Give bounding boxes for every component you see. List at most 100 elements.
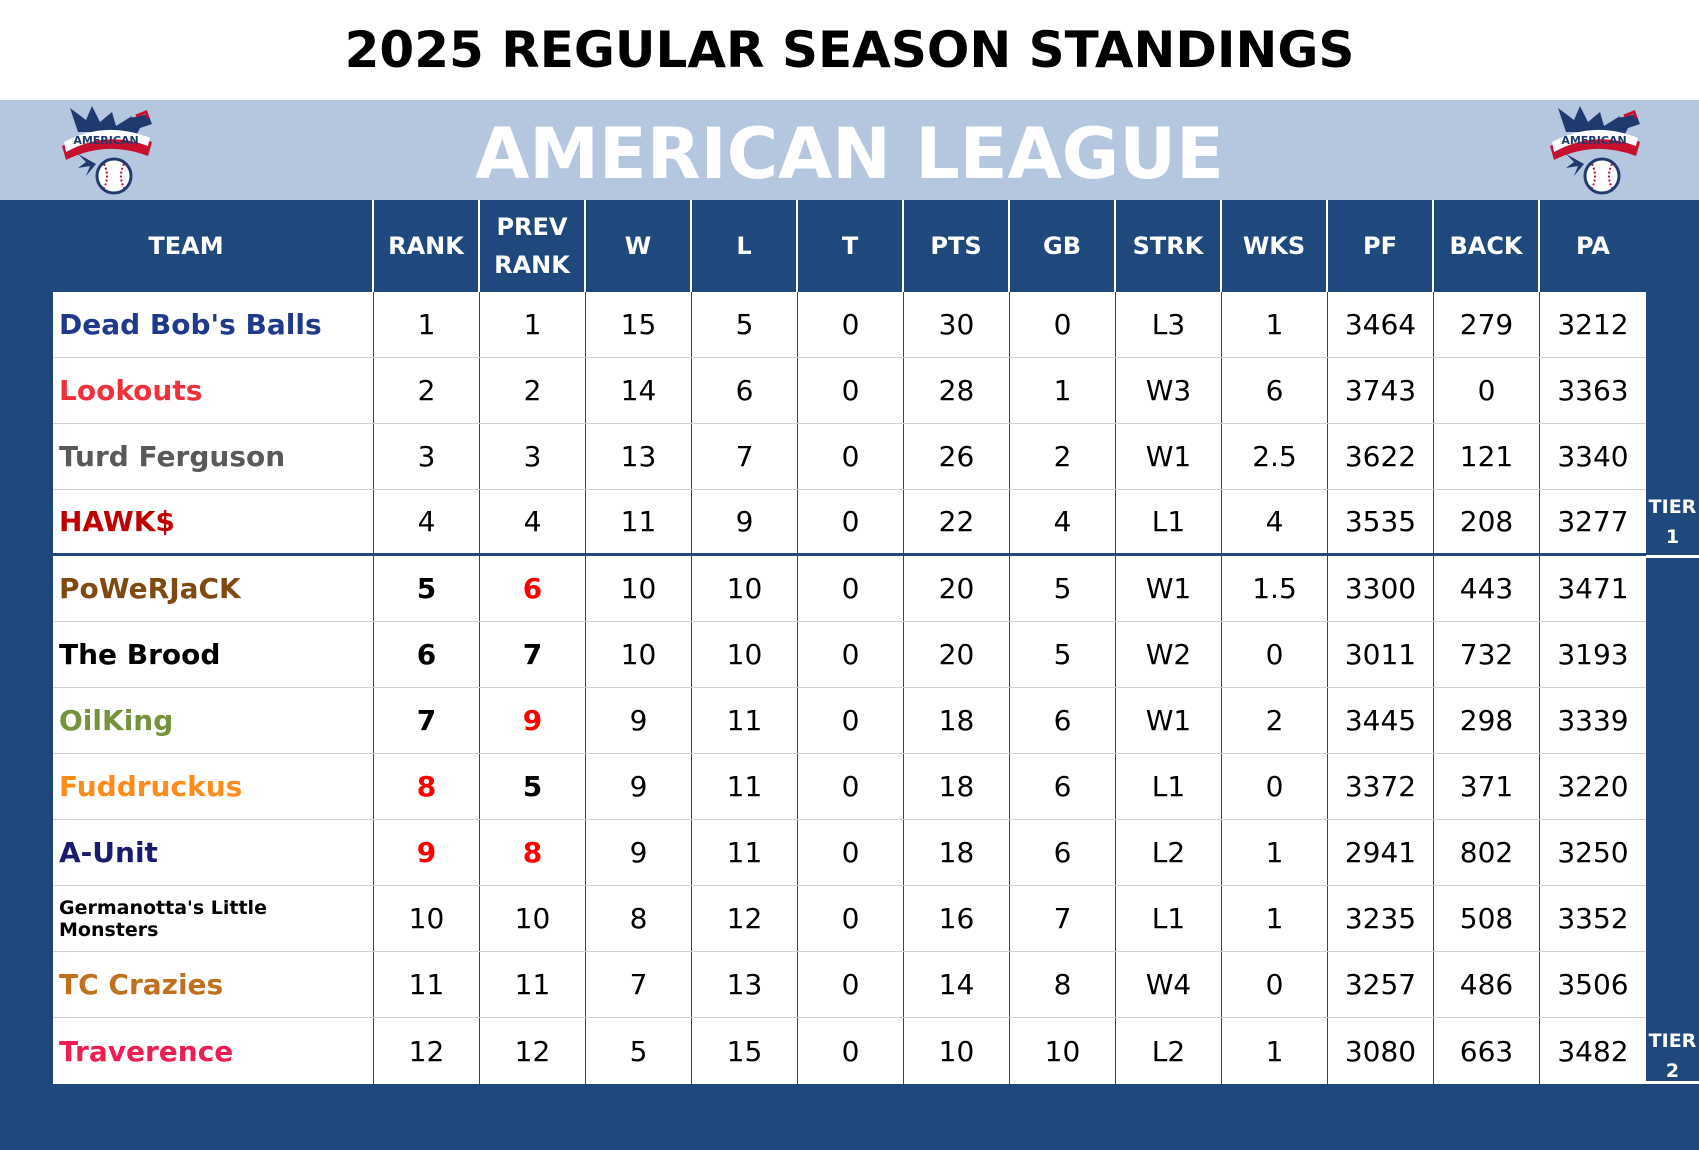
cell-pts: 18 [904,754,1010,819]
cell-gb: 1 [1010,358,1116,423]
team-name: OilKing [53,688,374,753]
cell-back: 732 [1434,622,1540,687]
cell-wks: 1 [1222,886,1328,951]
cell-t: 0 [798,1018,904,1084]
cell-prev-rank: 8 [480,820,586,885]
cell-back: 663 [1434,1018,1540,1084]
column-header-pf: PF [1328,200,1434,292]
cell-pf: 3235 [1328,886,1434,951]
column-header-l: L [692,200,798,292]
cell-rank: 7 [374,688,480,753]
cell-rank: 2 [374,358,480,423]
cell-rank: 5 [374,556,480,621]
cell-back: 508 [1434,886,1540,951]
column-header-t: T [798,200,904,292]
american-league-logo-icon: AMERICAN [62,106,152,195]
cell-pf: 3464 [1328,292,1434,357]
cell-pa: 3471 [1557,572,1629,605]
cell-t: 0 [798,952,904,1017]
cell-t: 0 [798,886,904,951]
cell-w: 11 [586,490,692,553]
title-bar: 2025 REGULAR SEASON STANDINGS [0,0,1699,100]
cell-pa: 3193 [1557,638,1629,671]
cell-pf: 3011 [1328,622,1434,687]
cell-prev-rank: 9 [480,688,586,753]
cell-pf: 3743 [1328,358,1434,423]
cell-back: 121 [1434,424,1540,489]
cell-pa: 3352 [1557,902,1629,935]
cell-back: 802 [1434,820,1540,885]
cell-pa: 3212 [1557,308,1629,341]
cell-rank: 12 [374,1018,480,1084]
cell-pts: 26 [904,424,1010,489]
cell-l: 11 [692,754,798,819]
cell-pts: 22 [904,490,1010,553]
team-name: Traverence [53,1018,374,1084]
cell-prev-rank: 11 [480,952,586,1017]
cell-t: 0 [798,490,904,553]
column-header-gb: GB [1010,200,1116,292]
table-row: TC Crazies 11 11 7 13 0 14 8 W4 0 3257 486 3506 [53,952,1646,1018]
cell-pf: 3080 [1328,1018,1434,1084]
cell-gb: 5 [1010,622,1116,687]
table-row: Turd Ferguson 3 3 13 7 0 26 2 W1 2.5 3622 121 3340 [53,424,1646,490]
svg-text:AMERICAN: AMERICAN [1561,134,1626,147]
cell-wks: 2.5 [1222,424,1328,489]
cell-wks: 2 [1222,688,1328,753]
table-row: A-Unit 9 8 9 11 0 18 6 L2 1 2941 802 3250 [53,820,1646,886]
cell-pa: 3340 [1557,440,1629,473]
cell-pts: 20 [904,556,1010,621]
cell-strk: W1 [1116,688,1222,753]
tier-divider [1646,555,1699,558]
cell-strk: W4 [1116,952,1222,1017]
cell-prev-rank: 7 [480,622,586,687]
league-title: AMERICAN LEAGUE [475,113,1224,195]
cell-w: 8 [586,886,692,951]
cell-back: 208 [1434,490,1540,553]
column-header-pa: PA [1576,232,1610,260]
cell-t: 0 [798,754,904,819]
table-row: PoWeRJaCK 5 6 10 10 0 20 5 W1 1.5 3300 443 3471 [53,556,1646,622]
team-name: The Brood [53,622,374,687]
cell-pts: 14 [904,952,1010,1017]
league-banner: AMERICAN LEAGUE [0,100,1699,200]
tier-divider [1646,1081,1699,1084]
cell-gb: 10 [1010,1018,1116,1084]
cell-rank: 10 [374,886,480,951]
cell-gb: 2 [1010,424,1116,489]
tier-label-text: TIER [1648,496,1697,518]
cell-pf: 3257 [1328,952,1434,1017]
cell-wks: 1 [1222,820,1328,885]
cell-l: 5 [692,292,798,357]
cell-strk: L1 [1116,754,1222,819]
cell-back: 0 [1434,358,1540,423]
cell-l: 6 [692,358,798,423]
cell-strk: L2 [1116,820,1222,885]
page-title: 2025 REGULAR SEASON STANDINGS [344,21,1355,79]
cell-prev-rank: 6 [480,556,586,621]
cell-pts: 16 [904,886,1010,951]
cell-l: 7 [692,424,798,489]
cell-gb: 6 [1010,688,1116,753]
tier-1-label: TIER 1 [1646,492,1699,552]
table-row: Fuddruckus 8 5 9 11 0 18 6 L1 0 3372 371 3220 [53,754,1646,820]
table-row: Germanotta's Little Monsters 10 10 8 12 0 16 7 L… [53,886,1646,952]
cell-l: 9 [692,490,798,553]
cell-wks: 1.5 [1222,556,1328,621]
cell-pts: 20 [904,622,1010,687]
cell-wks: 0 [1222,952,1328,1017]
cell-l: 15 [692,1018,798,1084]
cell-pa: 3339 [1557,704,1629,737]
cell-t: 0 [798,556,904,621]
standings-table: Dead Bob's Balls 1 1 15 5 0 30 0 L3 1 3464 279 3212 L… [53,292,1646,1084]
cell-pts: 10 [904,1018,1010,1084]
cell-t: 0 [798,688,904,753]
cell-strk: W3 [1116,358,1222,423]
cell-l: 10 [692,622,798,687]
cell-rank: 6 [374,622,480,687]
cell-pts: 28 [904,358,1010,423]
tier-2-label: TIER 2 [1646,1026,1699,1086]
cell-pa: 3363 [1557,374,1629,407]
cell-w: 15 [586,292,692,357]
cell-pf: 3535 [1328,490,1434,553]
